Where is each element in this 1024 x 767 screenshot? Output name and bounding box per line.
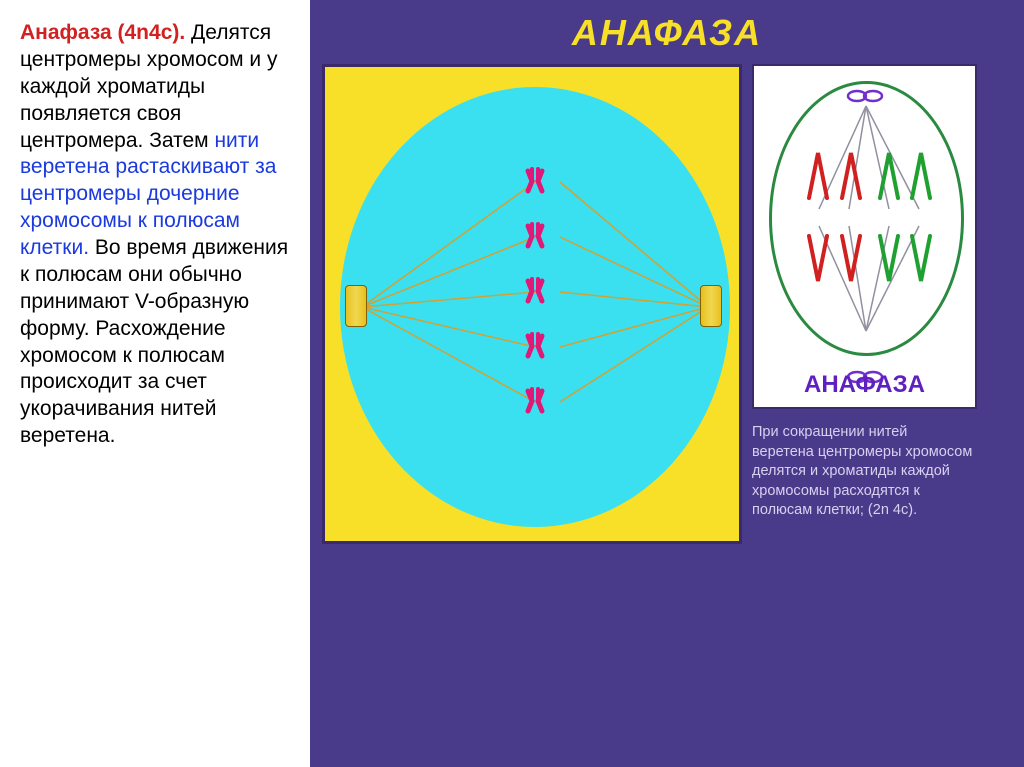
diagram-panel: АНАФАЗА АНАФАЗА — [310, 0, 1024, 767]
text-panel: Анафаза (4n4c). Делятся центромеры хромо… — [0, 0, 310, 767]
small-spindle — [774, 101, 959, 336]
paragraph: Анафаза (4n4c). Делятся центромеры хромо… — [20, 20, 302, 450]
caption: При сокращении нитей веретена центромеры… — [752, 423, 977, 521]
chromosome-pair — [522, 332, 548, 360]
main-title: АНАФАЗА — [322, 12, 1012, 54]
chromosome-pair — [522, 167, 548, 195]
text-body-2: Во время движения к полюсам они обычно п… — [20, 236, 288, 447]
big-diagram — [322, 64, 742, 544]
chromosome-pair — [522, 387, 548, 415]
chromosome-pair — [522, 222, 548, 250]
small-diagram: АНАФАЗА — [752, 64, 977, 409]
centriole-right — [700, 285, 722, 327]
chromosome-pair — [522, 277, 548, 305]
diagram-area: АНАФАЗА При сокращении нитей веретена це… — [322, 64, 1012, 544]
centriole-left — [345, 285, 367, 327]
small-label: АНАФАЗА — [754, 371, 975, 399]
small-panel: АНАФАЗА При сокращении нитей веретена це… — [752, 64, 977, 544]
text-highlight-red: Анафаза (4n4c). — [20, 21, 185, 44]
